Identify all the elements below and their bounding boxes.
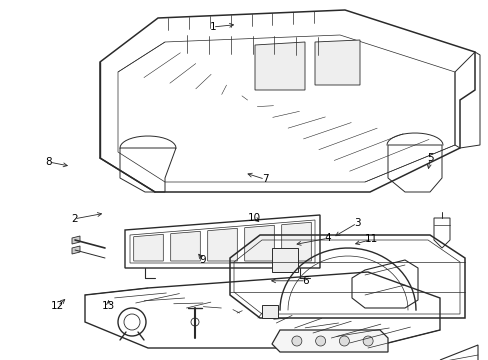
Polygon shape [133, 234, 163, 261]
Polygon shape [207, 228, 237, 261]
Text: 3: 3 [353, 218, 360, 228]
Text: 4: 4 [324, 233, 330, 243]
Text: 1: 1 [209, 22, 216, 32]
Circle shape [363, 336, 372, 346]
Circle shape [339, 336, 348, 346]
Text: 12: 12 [51, 301, 64, 311]
Polygon shape [281, 222, 311, 261]
Circle shape [191, 318, 199, 326]
Text: 13: 13 [102, 301, 115, 311]
Polygon shape [72, 236, 80, 244]
Polygon shape [262, 305, 278, 318]
Polygon shape [271, 330, 387, 352]
Polygon shape [244, 225, 274, 261]
Polygon shape [72, 246, 80, 254]
Text: 8: 8 [45, 157, 52, 167]
Text: 6: 6 [302, 276, 308, 286]
Polygon shape [314, 40, 359, 85]
Text: 5: 5 [426, 153, 433, 163]
Polygon shape [170, 231, 200, 261]
Text: 2: 2 [71, 214, 78, 224]
Circle shape [315, 336, 325, 346]
Text: 11: 11 [364, 234, 378, 244]
Text: 9: 9 [199, 255, 206, 265]
Circle shape [291, 336, 301, 346]
Text: 7: 7 [261, 174, 268, 184]
Polygon shape [271, 248, 297, 272]
Polygon shape [254, 42, 305, 90]
Text: 10: 10 [247, 213, 260, 223]
